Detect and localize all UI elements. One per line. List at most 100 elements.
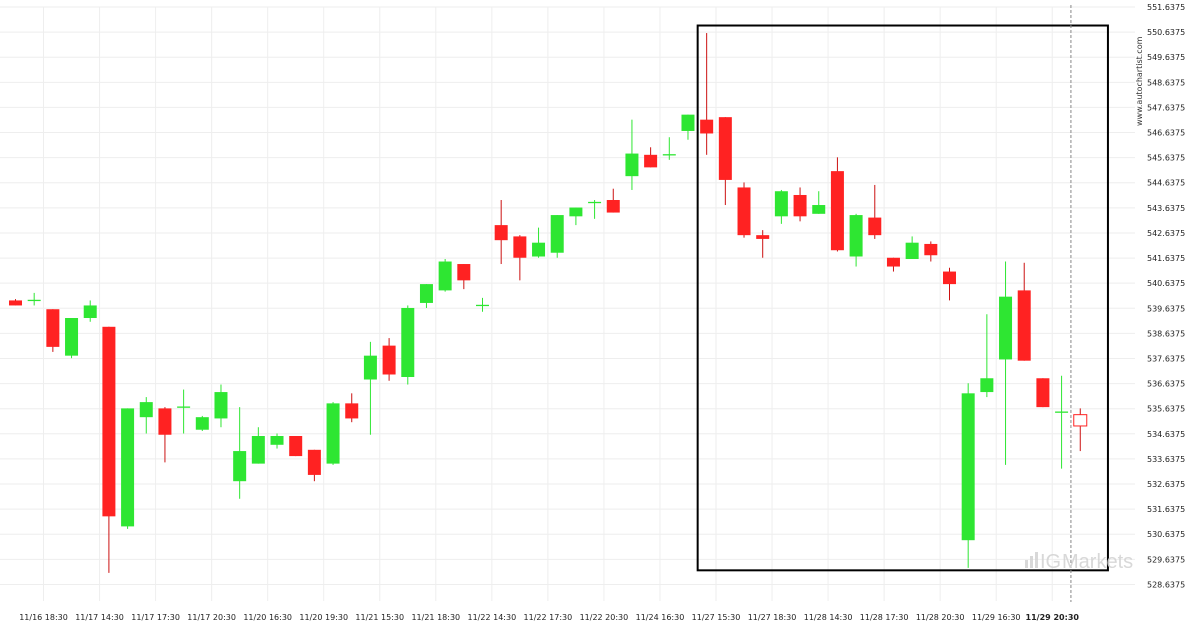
x-tick-label: 11/17 17:30 (131, 613, 180, 622)
x-tick-label: 11/17 20:30 (187, 613, 236, 622)
candle (961, 383, 975, 568)
x-tick-label: 11/17 14:30 (75, 613, 124, 622)
candle (27, 292, 41, 306)
candle-body (812, 205, 826, 214)
candle-body (681, 114, 695, 131)
candle-body (457, 264, 471, 281)
candle-body (793, 194, 807, 217)
x-tick-label: 11/16 18:30 (19, 613, 68, 622)
x-tick-label: 11/20 19:30 (299, 613, 348, 622)
candle (121, 408, 135, 529)
candle (251, 427, 265, 464)
x-tick-label: 11/21 18:30 (411, 613, 460, 622)
candle (177, 389, 191, 434)
candle-body (9, 300, 22, 306)
candle-body (345, 403, 359, 419)
candle (214, 384, 228, 428)
candle-body (943, 271, 956, 285)
y-tick-label: 536.6375 (1147, 380, 1185, 389)
candle-body (363, 355, 377, 380)
x-tick-label: 11/27 18:30 (748, 613, 797, 622)
candle (550, 215, 564, 258)
candle-body (270, 436, 284, 445)
y-tick-label: 547.6375 (1147, 103, 1185, 112)
candle (46, 309, 60, 352)
candle-body (756, 235, 770, 239)
candle (102, 326, 116, 573)
x-tick-label: 11/22 14:30 (468, 613, 517, 622)
autochartist-watermark: www.autochartist.com (1135, 36, 1144, 126)
candle (905, 236, 919, 260)
candle-body (569, 207, 583, 217)
y-tick-label: 537.6375 (1147, 354, 1185, 363)
candle-body (905, 242, 919, 260)
logo-bar-icon (1030, 556, 1033, 568)
y-tick-label: 545.6375 (1147, 154, 1185, 163)
candle-body (868, 217, 882, 236)
candle-body (307, 449, 321, 475)
candle-body (532, 242, 546, 257)
y-tick-label: 532.6375 (1147, 480, 1185, 489)
candle (1036, 378, 1050, 408)
x-tick-label: 11/28 20:30 (916, 613, 965, 622)
candle (494, 200, 508, 265)
candle (756, 230, 770, 258)
y-tick-label: 544.6375 (1147, 179, 1185, 188)
candle (307, 449, 321, 482)
candles-layer (9, 33, 1088, 573)
y-tick-label: 549.6375 (1147, 53, 1185, 62)
y-tick-label: 538.6375 (1147, 329, 1185, 338)
candle (830, 157, 844, 252)
candle (158, 407, 172, 463)
candle-body (382, 345, 396, 375)
logo-markets-text: Markets (1062, 551, 1133, 573)
x-tick-label: 11/22 17:30 (524, 613, 573, 622)
y-tick-label: 550.6375 (1147, 28, 1185, 37)
candle-body (419, 284, 433, 303)
candle (326, 402, 340, 465)
y-axis: 551.6375 550.6375 549.6375 548.6375 547.6375… (1147, 3, 1185, 589)
candle-body (625, 153, 639, 177)
candle (476, 297, 489, 312)
candle-body (849, 215, 863, 257)
candle-body (158, 408, 172, 435)
candle-body (830, 171, 844, 251)
y-tick-label: 551.6375 (1147, 3, 1185, 12)
candle-body (438, 261, 452, 291)
candle-body (401, 307, 415, 378)
x-tick-label: 11/29 20:30 (1026, 613, 1080, 622)
candle (718, 117, 732, 206)
candle (457, 264, 471, 290)
candle (233, 407, 247, 499)
y-tick-label: 530.6375 (1147, 530, 1185, 539)
y-tick-label: 539.6375 (1147, 304, 1185, 313)
candle-body (886, 257, 900, 267)
candle-body (606, 200, 620, 213)
candle (662, 137, 676, 160)
candle-body (251, 436, 265, 464)
x-axis: 11/16 18:30 11/17 14:30 11/17 17:30 11/17 2… (19, 613, 1079, 622)
candle-body (999, 296, 1013, 360)
x-tick-label: 11/28 17:30 (860, 613, 909, 622)
x-tick-label: 11/22 20:30 (580, 613, 629, 622)
candle (438, 259, 452, 292)
candle (569, 207, 583, 226)
candle (737, 182, 751, 238)
candle-body (718, 117, 732, 180)
candle (532, 227, 546, 258)
candle (774, 189, 788, 224)
candle (195, 415, 209, 431)
y-tick-label: 540.6375 (1147, 279, 1185, 288)
x-tick-label: 11/28 14:30 (804, 613, 853, 622)
candle (700, 33, 714, 155)
candle-body (326, 403, 340, 464)
candle (812, 191, 826, 214)
y-tick-label: 534.6375 (1147, 430, 1185, 439)
candle (1017, 262, 1031, 361)
ig-markets-logo: IG Markets (1025, 551, 1133, 573)
candle-body (700, 119, 714, 134)
candle (924, 241, 938, 262)
candle (999, 261, 1013, 465)
candle (139, 397, 153, 434)
